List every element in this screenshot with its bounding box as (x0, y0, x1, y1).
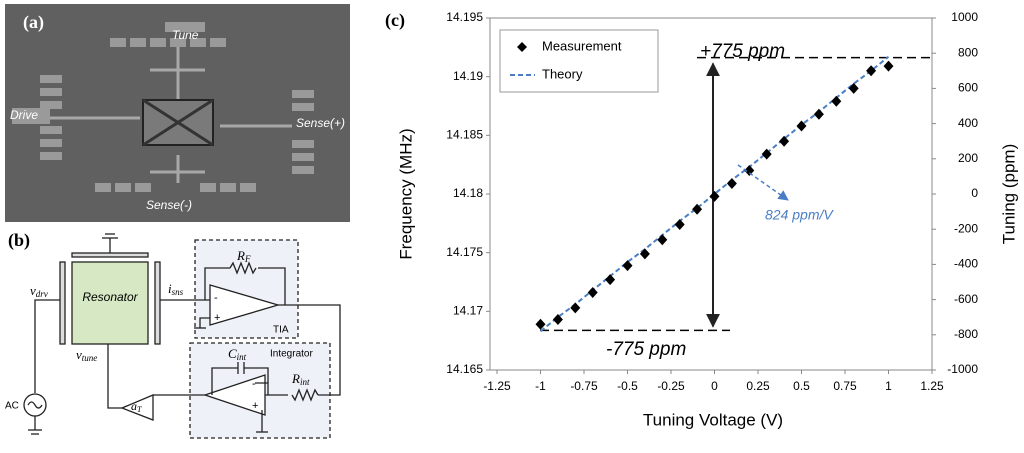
label: aT (131, 399, 142, 414)
legend-box (499, 29, 659, 93)
measurement-point (587, 287, 598, 299)
y2-axis-title: Tuning (ppm) (999, 144, 1018, 244)
y2-tick-label: 800 (958, 45, 978, 59)
x-tick-label: -1.25 (483, 379, 511, 393)
legend-marker (517, 42, 527, 52)
label: Cint (228, 346, 247, 362)
label: Integrator (270, 349, 313, 360)
micrograph: (a) Tune Drive Sense(+) Sense(-) (5, 4, 350, 222)
y-axis-title: Frequency (MHz) (396, 128, 415, 259)
measurement-point (639, 248, 650, 260)
measurement-point (726, 177, 737, 189)
measurement-point (552, 314, 563, 326)
label: Resonator (82, 290, 138, 304)
y2-tick-label: -600 (954, 292, 978, 306)
panel-label: (b) (8, 230, 30, 251)
micro-label: Sense(-) (146, 198, 192, 212)
measurement-point (761, 148, 772, 160)
y-tick-label: 14.19 (453, 69, 483, 83)
measurement-point (866, 65, 877, 77)
measurement-point (813, 108, 824, 120)
measurement-point (605, 274, 616, 286)
y2-tick-label: -800 (954, 327, 978, 341)
x-tick-label: 0 (711, 379, 718, 393)
label: Rint (291, 371, 310, 387)
y2-tick-label: -1000 (947, 362, 978, 376)
measurement-point (744, 165, 755, 177)
label: isns (168, 281, 184, 297)
measurement-point (622, 260, 633, 272)
x-tick-label: -0.25 (657, 379, 685, 393)
y-tick-label: 14.185 (446, 128, 483, 142)
x-tick-label: 0.75 (833, 379, 857, 393)
measurement-point (570, 302, 581, 314)
y2-tick-label: 400 (958, 116, 978, 130)
measurement-point (831, 95, 842, 107)
label: vdrv (30, 283, 48, 299)
y2-tick-label: 200 (958, 151, 978, 165)
y2-tick-label: -400 (954, 257, 978, 271)
micro-label: Tune (172, 28, 199, 42)
measurement-point (779, 135, 790, 147)
annotation: 824 ppm/V (765, 207, 834, 223)
circuit-labels: (b) Resonator vdrv isns RF TIA Integrato… (5, 230, 313, 414)
measurement-point (674, 219, 685, 231)
measurement-point (692, 203, 703, 215)
legend-label: Theory (542, 66, 583, 81)
x-tick-label: -1 (535, 379, 546, 393)
x-tick-label: -0.5 (617, 379, 638, 393)
y2-tick-label: 0 (971, 186, 978, 200)
slope-arrow (737, 164, 789, 201)
label: + (214, 312, 220, 324)
micro-label: Sense(+) (296, 116, 345, 130)
x-tick-label: 0.5 (793, 379, 810, 393)
chart: (c) -1.25 -1 -0.75 -0.5 -0.25 0 0.25 0.5 0.75 1 1.2… (385, 10, 1018, 429)
y2-tick-label: 1000 (951, 10, 978, 24)
measurement-point (848, 82, 859, 94)
x-axis-title: Tuning Voltage (V) (643, 410, 783, 429)
measurement-point (709, 190, 720, 202)
y2-tick-label: -200 (954, 221, 978, 235)
label: RF (236, 248, 251, 264)
y-tick-label: 14.195 (446, 10, 483, 24)
label: - (252, 378, 256, 390)
measurement-point (535, 318, 546, 330)
micro-label: Drive (10, 108, 38, 122)
panel-label: (c) (385, 10, 405, 31)
y-tick-label: 14.175 (446, 245, 483, 259)
measurement-point (883, 60, 894, 72)
label: AC (5, 401, 19, 412)
circuit (23, 233, 341, 439)
label: vtune (76, 347, 97, 363)
x-tick-label: 0.25 (746, 379, 770, 393)
y-tick-label: 14.18 (453, 186, 483, 200)
y2-tick-label: 600 (958, 81, 978, 95)
x-tick-label: 1 (885, 379, 892, 393)
legend-label: Measurement (542, 38, 622, 53)
x-tick-label: 1.25 (920, 379, 944, 393)
panel-label: (a) (23, 12, 44, 33)
theory-line (539, 55, 890, 333)
x-tick-label: -0.75 (570, 379, 598, 393)
y-tick-label: 14.17 (453, 304, 483, 318)
label: TIA (273, 325, 289, 336)
measurement-point (657, 234, 668, 246)
annotation: -775 ppm (606, 339, 686, 360)
label: + (252, 400, 258, 412)
measurement-point (796, 120, 807, 132)
annotation: +775 ppm (700, 41, 785, 62)
y-tick-label: 14.165 (446, 362, 483, 376)
label: - (214, 292, 218, 304)
